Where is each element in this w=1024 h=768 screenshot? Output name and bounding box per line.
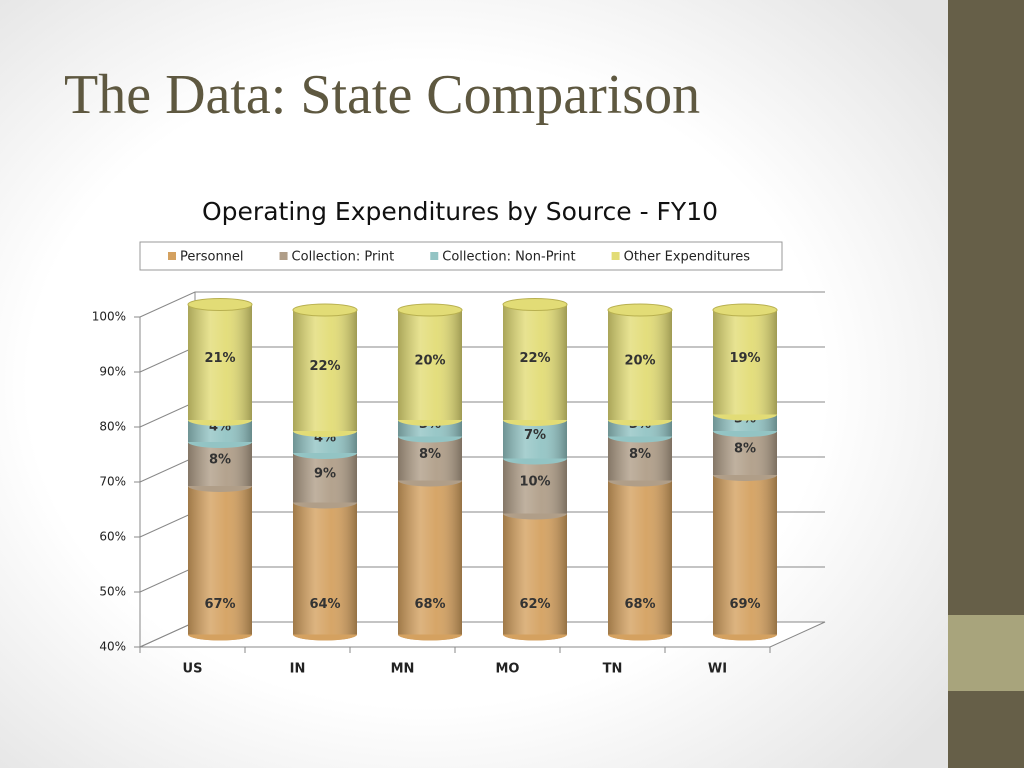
legend-label: Collection: Print — [292, 250, 395, 265]
segment-shade — [713, 310, 777, 415]
value-label: 19% — [729, 351, 760, 366]
x-tick-label: MO — [496, 662, 520, 677]
segment-shade — [188, 486, 252, 635]
segment-bottom — [188, 420, 252, 426]
segment-bottom — [503, 513, 567, 520]
value-label: 21% — [204, 351, 235, 366]
x-tick-label: MN — [391, 662, 415, 677]
segment-shade — [293, 431, 357, 453]
segment-bottom — [713, 414, 777, 421]
chart-title: Operating Expenditures by Source - FY10 — [202, 197, 718, 226]
segment-shade — [188, 442, 252, 486]
legend-label: Personnel — [180, 250, 244, 265]
x-tick-label: WI — [708, 662, 727, 677]
y-tick-label: 70% — [99, 475, 126, 489]
value-label: 10% — [519, 475, 550, 490]
segment-bottom — [293, 453, 357, 459]
segment-bottom — [293, 431, 357, 437]
segment-bottom — [608, 436, 672, 443]
segment-bottom — [503, 420, 567, 426]
segment-bottom — [503, 634, 567, 641]
y-tick-label: 80% — [99, 420, 126, 434]
value-label: 7% — [524, 428, 546, 443]
segment-shade — [608, 436, 672, 481]
legend-label: Other Expenditures — [624, 250, 751, 265]
segment-bottom — [293, 502, 357, 509]
value-label: 69% — [729, 597, 760, 612]
value-label: 8% — [419, 447, 441, 462]
segment-bottom — [608, 480, 672, 487]
value-label: 62% — [519, 597, 550, 612]
slide-title: The Data: State Comparison — [64, 64, 700, 126]
segment-bottom — [398, 634, 462, 641]
segment-bottom — [713, 475, 777, 481]
segment-bottom — [398, 480, 462, 487]
segment-shade — [608, 310, 672, 420]
segment-shade — [398, 480, 462, 635]
value-label: 8% — [734, 442, 756, 457]
front-layer: 67%8%4%21%64%9%4%22%68%8%3%20%62%10%7%22… — [187, 298, 778, 641]
x-tick-label: IN — [290, 662, 306, 677]
segment-bottom — [293, 634, 357, 641]
segment-shade — [188, 304, 252, 420]
grid-line — [139, 291, 825, 318]
cylinder-cap — [607, 303, 673, 317]
value-label: 22% — [309, 359, 340, 374]
segment-bottom — [713, 634, 777, 641]
cylinder-cap — [397, 303, 463, 317]
value-label: 20% — [414, 354, 445, 369]
segment-shade — [503, 458, 567, 514]
segment-bottom — [713, 431, 777, 437]
segment-shade — [503, 304, 567, 420]
x-tick-label: US — [183, 662, 203, 677]
value-label: 9% — [314, 466, 336, 481]
value-label: 64% — [309, 597, 340, 612]
value-label: 22% — [519, 351, 550, 366]
y-tick-label: 40% — [99, 640, 126, 654]
value-label: 67% — [204, 597, 235, 612]
x-tick-label: TN — [603, 662, 623, 677]
legend-label: Collection: Non-Print — [442, 250, 575, 265]
legend-swatch — [279, 252, 288, 260]
segment-shade — [503, 513, 567, 635]
segment-shade — [503, 420, 567, 459]
y-tick-label: 100% — [92, 310, 126, 324]
y-tick-label: 90% — [99, 365, 126, 379]
value-label: 8% — [629, 447, 651, 462]
segment-bottom — [188, 634, 252, 641]
cylinder-cap — [712, 303, 778, 317]
segment-bottom — [188, 486, 252, 492]
segment-bottom — [398, 436, 462, 443]
y-tick-label: 60% — [99, 530, 126, 544]
segment-shade — [293, 502, 357, 635]
value-label: 68% — [414, 597, 445, 612]
legend-swatch — [611, 252, 620, 260]
segment-shade — [398, 436, 462, 481]
segment-bottom — [398, 420, 462, 426]
segment-shade — [713, 475, 777, 635]
segment-shade — [188, 420, 252, 442]
cylinder-cap — [502, 298, 568, 311]
segment-shade — [398, 310, 462, 420]
legend-swatch — [430, 252, 439, 260]
segment-bottom — [608, 634, 672, 641]
segment-shade — [293, 310, 357, 431]
segment-shade — [293, 453, 357, 503]
side-accent — [948, 615, 1024, 691]
segment-bottom — [188, 442, 252, 448]
cylinder-cap — [187, 298, 253, 311]
segment-shade — [608, 480, 672, 635]
value-label: 8% — [209, 453, 231, 468]
cylinder-cap — [292, 303, 358, 317]
legend — [139, 241, 783, 271]
value-label: 20% — [624, 354, 655, 369]
segment-bottom — [608, 420, 672, 426]
segment-shade — [713, 431, 777, 475]
legend-swatch — [168, 252, 176, 260]
value-label: 68% — [624, 597, 655, 612]
y-tick-label: 50% — [99, 585, 126, 599]
segment-bottom — [503, 458, 567, 465]
